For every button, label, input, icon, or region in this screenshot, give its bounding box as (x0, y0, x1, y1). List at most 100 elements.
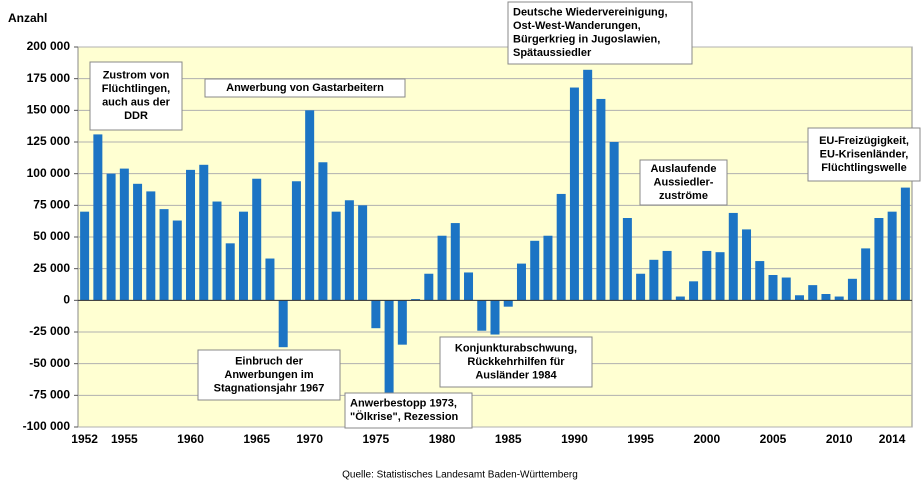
bar (411, 299, 421, 301)
bar (675, 296, 685, 301)
y-tick-label: -25 000 (29, 324, 70, 338)
bar (622, 218, 632, 301)
bar (384, 300, 394, 396)
bar (490, 300, 500, 335)
bar (238, 211, 248, 301)
annotation-box (639, 159, 728, 206)
bar (636, 273, 646, 301)
bar (172, 220, 182, 301)
bar (887, 211, 897, 301)
annotation-text: EU-Freizügigkeit, (819, 135, 909, 147)
annotation-text: Flüchtlingswelle (821, 162, 907, 174)
annotation-box (89, 61, 183, 131)
y-tick-label: 150 000 (27, 103, 71, 117)
bar (583, 69, 593, 301)
bar (371, 300, 381, 329)
bar (715, 252, 725, 301)
bar (146, 191, 156, 301)
bar (874, 218, 884, 301)
annotation-box (439, 336, 593, 388)
bar (543, 235, 553, 301)
bar (80, 211, 90, 301)
x-tick-label: 1970 (296, 432, 323, 446)
annotation-box (204, 78, 406, 98)
annotation-text: Auslaufende (650, 163, 716, 175)
y-tick-label: 25 000 (33, 261, 70, 275)
y-tick-label: 50 000 (33, 229, 70, 243)
x-tick-label: 1990 (561, 432, 588, 446)
bar (900, 187, 910, 301)
bar (609, 142, 619, 301)
bar (530, 240, 540, 301)
annotation-text: Flüchtlingen, (102, 83, 170, 95)
annotation-text: Aussiedler- (654, 176, 714, 188)
source: Quelle: Statistisches Landesamt Baden-Wü… (342, 470, 578, 481)
y-tick-label: 0 (63, 293, 70, 307)
x-tick-label: 2010 (826, 432, 853, 446)
bar (331, 211, 341, 301)
bar (781, 277, 791, 301)
bar (649, 259, 659, 301)
annotation-text: EU-Krisenländer, (820, 148, 909, 160)
x-tick-label: 1975 (363, 432, 390, 446)
x-tick-label: 1985 (495, 432, 522, 446)
x-tick-label: 1995 (627, 432, 654, 446)
y-axis-label: Anzahl (8, 11, 47, 25)
bar (278, 300, 288, 348)
bar (450, 223, 460, 301)
annotation-text: Konjunkturabschwung, (455, 342, 577, 354)
bar (225, 243, 235, 301)
bar (742, 229, 752, 301)
bar (199, 164, 209, 301)
x-tick-label: 2000 (693, 432, 720, 446)
bar (728, 212, 738, 301)
bar (569, 87, 579, 301)
x-tick-label: 2005 (760, 432, 787, 446)
bar (265, 258, 275, 301)
bar (794, 295, 804, 301)
annotation-text: zuströme (659, 190, 708, 202)
annotation-box (807, 127, 921, 182)
bar (186, 169, 196, 301)
y-tick-label: 200 000 (27, 39, 71, 53)
bar (768, 275, 778, 301)
y-tick-label: 100 000 (27, 166, 71, 180)
y-tick-label: 175 000 (27, 71, 71, 85)
annotation-box (507, 1, 693, 65)
bar (397, 300, 407, 345)
annotation-text: Einbruch der (235, 355, 304, 367)
bar (834, 296, 844, 301)
annotation-text: Anwerbung von Gastarbeitern (226, 82, 384, 94)
bar (503, 300, 513, 307)
x-tick-label: 1952 (71, 432, 98, 446)
annotation-text: Stagnationsjahr 1967 (214, 382, 325, 394)
bar (133, 183, 143, 301)
bar (437, 235, 447, 301)
x-tick-label: 1960 (177, 432, 204, 446)
bar (106, 173, 116, 301)
annotation-text: Ausländer 1984 (475, 369, 557, 381)
annotation-text: Rückkehrhilfen für (467, 356, 565, 368)
y-tick-label: -100 000 (23, 419, 71, 433)
bar (93, 134, 103, 301)
bar (755, 261, 765, 301)
y-tick-label: 125 000 (27, 134, 71, 148)
annotation-text: "Ölkrise", Rezession (350, 410, 459, 423)
bar (424, 273, 434, 301)
bar (662, 250, 672, 301)
bar (358, 205, 368, 301)
annotation-text: Bürgerkrieg in Jugoslawien, (513, 34, 660, 46)
bar (464, 272, 474, 301)
annotation-text: Anwerbestopp 1973, (350, 398, 457, 410)
bar (556, 193, 566, 301)
bar (119, 168, 129, 301)
annotation-box (197, 349, 341, 401)
bar (477, 300, 487, 331)
bar (516, 263, 526, 301)
bar (252, 178, 262, 301)
bar (847, 278, 857, 301)
annotation-text: Spätaussiedler (513, 47, 592, 59)
bar (159, 209, 169, 301)
bar (318, 162, 328, 301)
